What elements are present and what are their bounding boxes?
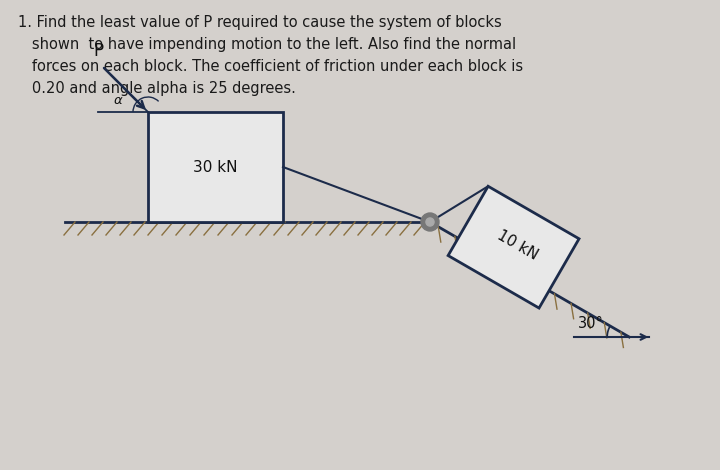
Text: 0.20 and angle alpha is 25 degrees.: 0.20 and angle alpha is 25 degrees.: [18, 81, 296, 96]
Text: 30°: 30°: [578, 316, 604, 331]
Text: 30 kN: 30 kN: [193, 159, 238, 174]
Text: 1. Find the least value of P required to cause the system of blocks: 1. Find the least value of P required to…: [18, 15, 502, 30]
Text: P: P: [93, 42, 103, 60]
Text: shown  to have impending motion to the left. Also find the normal: shown to have impending motion to the le…: [18, 37, 516, 52]
Text: 10 kN: 10 kN: [495, 227, 541, 263]
Circle shape: [421, 213, 439, 231]
Text: α: α: [114, 94, 122, 107]
Polygon shape: [448, 186, 579, 308]
Bar: [148, 112, 283, 222]
Text: forces on each block. The coefficient of friction under each block is: forces on each block. The coefficient of…: [18, 59, 523, 74]
Circle shape: [426, 218, 434, 226]
